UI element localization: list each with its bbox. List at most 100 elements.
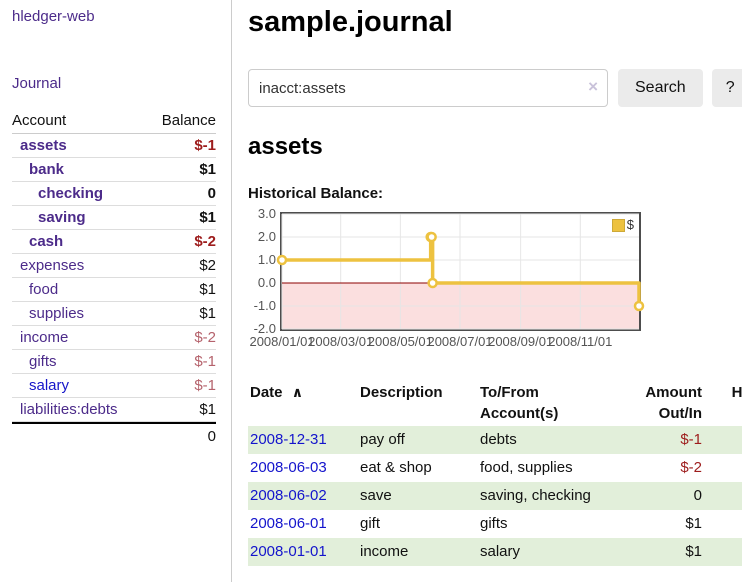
transaction-balance: $-1 bbox=[710, 426, 742, 454]
accounts-header-row: Account Balance bbox=[12, 109, 216, 134]
y-tick-label: -2.0 bbox=[253, 321, 276, 336]
account-row: gifts $-1 bbox=[12, 350, 216, 374]
account-row: liabilities:debts $1 bbox=[12, 398, 216, 422]
account-link-liabilities-debts[interactable]: liabilities:debts bbox=[20, 401, 118, 418]
transaction-description: income bbox=[360, 543, 409, 560]
transaction-date-cell: 2008-06-01 bbox=[248, 510, 352, 538]
transaction-accounts: debts bbox=[480, 431, 517, 448]
register-row[interactable]: 2008-06-02 save saving, checking 0 $2 bbox=[248, 482, 742, 510]
account-balance: $1 bbox=[146, 158, 216, 182]
y-tick-label: 1.0 bbox=[257, 252, 276, 267]
sidebar: hledger-web Journal Account Balance asse… bbox=[0, 0, 232, 582]
legend-label: $ bbox=[626, 217, 634, 232]
transaction-description: gift bbox=[360, 515, 381, 532]
account-balance: $1 bbox=[146, 302, 216, 326]
register-row[interactable]: 2008-12-31 pay off debts $-1 $-1 bbox=[248, 426, 742, 454]
help-button[interactable]: ? bbox=[711, 69, 742, 107]
clear-search-icon[interactable]: × bbox=[588, 77, 598, 96]
y-tick-label: 3.0 bbox=[257, 206, 276, 221]
account-link-cash[interactable]: cash bbox=[29, 233, 64, 250]
register-table: Date ∧ Description To/From Account(s) Amoun… bbox=[248, 380, 742, 566]
transaction-amount: $-1 bbox=[680, 431, 702, 448]
transaction-description: eat & shop bbox=[360, 459, 432, 476]
transaction-description: pay off bbox=[360, 431, 405, 448]
search-input[interactable] bbox=[248, 69, 608, 107]
x-tick-label: 2008/01/01 bbox=[249, 334, 315, 349]
transaction-balance: 0 bbox=[710, 454, 742, 482]
account-link-gifts[interactable]: gifts bbox=[29, 353, 57, 370]
transaction-date-cell: 2008-06-03 bbox=[248, 454, 352, 482]
brand-link[interactable]: hledger-web bbox=[12, 8, 95, 25]
sort-asc-icon: ∧ bbox=[291, 384, 304, 400]
y-tick-label: 2.0 bbox=[257, 229, 276, 244]
legend-swatch-icon bbox=[611, 219, 625, 232]
account-row: supplies $1 bbox=[12, 302, 216, 326]
transaction-balance: $2 bbox=[710, 482, 742, 510]
register-row[interactable]: 2008-06-01 gift gifts $1 $2 bbox=[248, 510, 742, 538]
account-link-supplies[interactable]: supplies bbox=[29, 305, 85, 322]
transaction-amount: $-2 bbox=[680, 459, 702, 476]
account-row: bank $1 bbox=[12, 158, 216, 182]
account-row: assets $-1 bbox=[12, 134, 216, 158]
account-balance: $-2 bbox=[146, 326, 216, 350]
transaction-accounts: saving, checking bbox=[480, 487, 591, 504]
account-link-assets[interactable]: assets bbox=[20, 137, 67, 154]
register-header-0[interactable]: Date ∧ bbox=[250, 384, 304, 401]
account-row: saving $1 bbox=[12, 206, 216, 230]
account-balance: $-1 bbox=[146, 134, 216, 158]
transaction-date-link[interactable]: 2008-06-01 bbox=[250, 515, 327, 532]
transaction-accounts: gifts bbox=[480, 515, 508, 532]
register-header-3[interactable]: Amount Out/In bbox=[645, 384, 702, 422]
transaction-date-cell: 2008-12-31 bbox=[248, 426, 352, 454]
account-link-salary[interactable]: salary bbox=[29, 377, 70, 394]
transaction-date-link[interactable]: 2008-06-02 bbox=[250, 487, 327, 504]
register-row[interactable]: 2008-01-01 income salary $1 $1 bbox=[248, 538, 742, 566]
account-row: salary $-1 bbox=[12, 374, 216, 398]
transaction-accounts: food, supplies bbox=[480, 459, 573, 476]
account-balance: $1 bbox=[146, 398, 216, 422]
register-header-row: Date ∧ Description To/From Account(s) Amoun… bbox=[248, 380, 742, 426]
account-link-bank[interactable]: bank bbox=[29, 161, 65, 178]
balance-chart: 3.0 2.0 1.0 0.0 -1.0 -2.0 $ 2008/01/01 2008/03… bbox=[248, 207, 734, 350]
transaction-balance: $2 bbox=[710, 510, 742, 538]
chart-x-axis: 2008/01/01 2008/03/01 2008/05/01 2008/07/01… bbox=[249, 334, 641, 350]
x-tick-label: 2008/11/01 bbox=[548, 334, 613, 349]
register-header-1[interactable]: Description bbox=[360, 384, 443, 401]
transaction-balance: $1 bbox=[710, 538, 742, 566]
transaction-date-cell: 2008-06-02 bbox=[248, 482, 352, 510]
main-content: sample.journal × Search ? assets Histori… bbox=[232, 0, 742, 566]
account-balance: $-1 bbox=[146, 374, 216, 398]
account-balance: $-2 bbox=[146, 230, 216, 254]
transaction-description: save bbox=[360, 487, 392, 504]
search-button[interactable]: Search bbox=[618, 69, 703, 107]
page-title: sample.journal bbox=[248, 6, 453, 38]
register-header-4[interactable]: Historical Balance bbox=[731, 384, 742, 401]
account-link-saving[interactable]: saving bbox=[38, 209, 86, 226]
transaction-date-link[interactable]: 2008-06-03 bbox=[250, 459, 327, 476]
balance-line-series bbox=[276, 213, 645, 330]
account-link-expenses[interactable]: expenses bbox=[20, 257, 85, 274]
x-tick-label: 2008/09/01 bbox=[488, 334, 554, 349]
transaction-amount: $1 bbox=[685, 515, 702, 532]
account-link-food[interactable]: food bbox=[29, 281, 59, 298]
account-balance: $2 bbox=[146, 254, 216, 278]
chart-plot-area: $ bbox=[276, 212, 645, 331]
account-link-income[interactable]: income bbox=[20, 329, 69, 346]
register-row[interactable]: 2008-06-03 eat & shop food, supplies $-2… bbox=[248, 454, 742, 482]
y-tick-label: -1.0 bbox=[253, 298, 276, 313]
account-link-checking[interactable]: checking bbox=[38, 185, 104, 202]
account-balance: $1 bbox=[146, 278, 216, 302]
transaction-date-link[interactable]: 2008-01-01 bbox=[250, 543, 327, 560]
account-balance: $1 bbox=[146, 206, 216, 230]
accounts-table: Account Balance assets $-1 bank $1 check… bbox=[12, 109, 216, 448]
x-tick-label: 2008/07/01 bbox=[427, 334, 493, 349]
nav-journal-link[interactable]: Journal bbox=[12, 75, 62, 92]
account-row: income $-2 bbox=[12, 326, 216, 350]
chart-y-axis: 3.0 2.0 1.0 0.0 -1.0 -2.0 bbox=[248, 207, 280, 336]
register-header-2[interactable]: To/From Account(s) bbox=[480, 384, 559, 422]
account-row: checking 0 bbox=[12, 182, 216, 206]
account-row: cash $-2 bbox=[12, 230, 216, 254]
accounts-header-account: Account bbox=[12, 109, 147, 134]
transaction-date-link[interactable]: 2008-12-31 bbox=[250, 431, 327, 448]
search-form: × Search ? bbox=[248, 69, 742, 107]
